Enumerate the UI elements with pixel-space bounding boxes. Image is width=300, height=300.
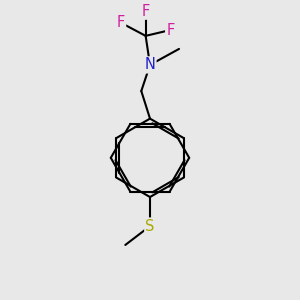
Text: F: F xyxy=(117,15,125,30)
Text: F: F xyxy=(166,22,175,38)
Text: S: S xyxy=(145,219,155,234)
Text: N: N xyxy=(145,57,155,72)
Text: F: F xyxy=(142,4,150,19)
